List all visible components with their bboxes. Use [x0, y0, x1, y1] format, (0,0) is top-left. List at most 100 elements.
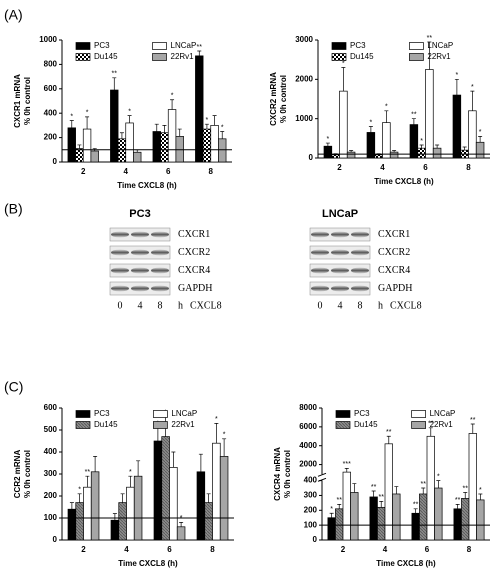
error-bar [77, 493, 82, 503]
bar [434, 487, 443, 541]
bar [167, 109, 177, 163]
band-label: CXCR4 [378, 265, 410, 276]
bar [83, 486, 92, 541]
error-bar [162, 125, 167, 133]
bar [212, 442, 221, 541]
error-bar [386, 435, 391, 444]
bar [196, 471, 206, 541]
error-bar [435, 144, 440, 149]
legend-label: 22Rv1 [171, 420, 195, 429]
y-tick-label: 600 [44, 403, 58, 412]
y-tick-label: 400 [44, 108, 58, 117]
y-tick-label: 400 [44, 447, 58, 456]
error-bar [197, 50, 202, 56]
blot-band [331, 285, 349, 292]
bar [350, 492, 359, 541]
significance: * [180, 515, 183, 522]
bar [382, 122, 391, 159]
x-axis-label: Time CXCL8 (h) [374, 177, 434, 186]
significance: ** [197, 44, 203, 51]
y-tick-label: 1000 [295, 114, 313, 123]
significance: * [78, 487, 81, 494]
error-bar [212, 115, 217, 126]
blot-title: LNCaP [322, 208, 358, 220]
error-bar [119, 132, 124, 139]
x-axis-label: Time CXCL8 (h) [117, 181, 177, 190]
bar [475, 141, 485, 159]
bar [118, 502, 127, 541]
bar [160, 132, 169, 163]
bar [417, 147, 426, 159]
y-tick-label: 4000 [299, 441, 317, 450]
significance: *** [343, 461, 351, 468]
significance: * [86, 110, 89, 117]
legend-label: LNCaP [171, 409, 197, 418]
error-bar [419, 144, 424, 149]
band-label: GAPDH [178, 283, 212, 294]
error-bar [455, 504, 460, 509]
legend-label: 22Rv1 [430, 420, 454, 429]
x-axis-label: Time CXCL8 (h) [118, 559, 178, 568]
error-bar [154, 123, 159, 132]
error-bar [470, 423, 475, 434]
x-tick-label: 2 [337, 163, 342, 172]
band-label: CXCR2 [178, 247, 210, 258]
bar [218, 138, 227, 163]
blot-band [331, 267, 349, 274]
band-label: CXCR2 [378, 247, 410, 258]
blot-band [151, 231, 169, 238]
error-bar [220, 131, 225, 139]
legend-swatch [409, 53, 424, 61]
bar [342, 471, 351, 541]
bar [133, 475, 143, 541]
error-bar [478, 136, 483, 143]
legend-swatch [153, 421, 168, 429]
error-bar [413, 508, 418, 514]
bar [195, 55, 204, 163]
legend-swatch [335, 410, 351, 418]
blot-band [331, 249, 349, 256]
error-bar [127, 115, 132, 123]
error-bar [371, 490, 376, 497]
axis-break [317, 472, 327, 477]
significance: ** [462, 485, 468, 492]
x-tick-label: 6 [423, 163, 428, 172]
error-bar [470, 90, 475, 111]
significance: * [221, 124, 224, 131]
lane-label: 4 [338, 300, 343, 311]
x-tick-label: 2 [81, 167, 86, 176]
x-tick-label: 4 [124, 545, 129, 554]
significance: ** [378, 494, 384, 501]
significance: * [223, 432, 226, 439]
significance: * [129, 469, 132, 476]
panel-label: (B) [4, 201, 23, 217]
bar [432, 147, 442, 159]
significance: ** [420, 481, 426, 488]
error-bar [112, 513, 117, 521]
legend-swatch [152, 42, 167, 50]
significance: ** [371, 484, 377, 491]
error-bar [463, 492, 468, 499]
y-axis-label: CXCR1 mRNA [13, 74, 22, 128]
bar [476, 499, 485, 541]
bar [90, 471, 100, 541]
significance: ** [470, 417, 476, 424]
y-axis-label: CCR2 mRNA [13, 450, 22, 499]
error-bar [368, 126, 373, 133]
y-tick-label: 3000 [295, 35, 313, 44]
legend-label: LNCaP [171, 41, 197, 50]
bar [409, 124, 419, 159]
legend-swatch [409, 42, 424, 50]
significance: ** [336, 497, 342, 504]
lane-unit: h [178, 300, 183, 311]
bar [327, 517, 336, 541]
x-tick-label: 8 [466, 163, 471, 172]
significance: * [70, 113, 73, 120]
error-bar [206, 493, 211, 503]
legend-swatch [335, 421, 351, 429]
y-tick-label: 2000 [299, 460, 317, 469]
error-bar [85, 116, 90, 130]
x-axis-label: Time CXCL8 (h) [376, 559, 436, 568]
y-tick-label: 8000 [299, 403, 317, 412]
error-bar [214, 423, 219, 444]
